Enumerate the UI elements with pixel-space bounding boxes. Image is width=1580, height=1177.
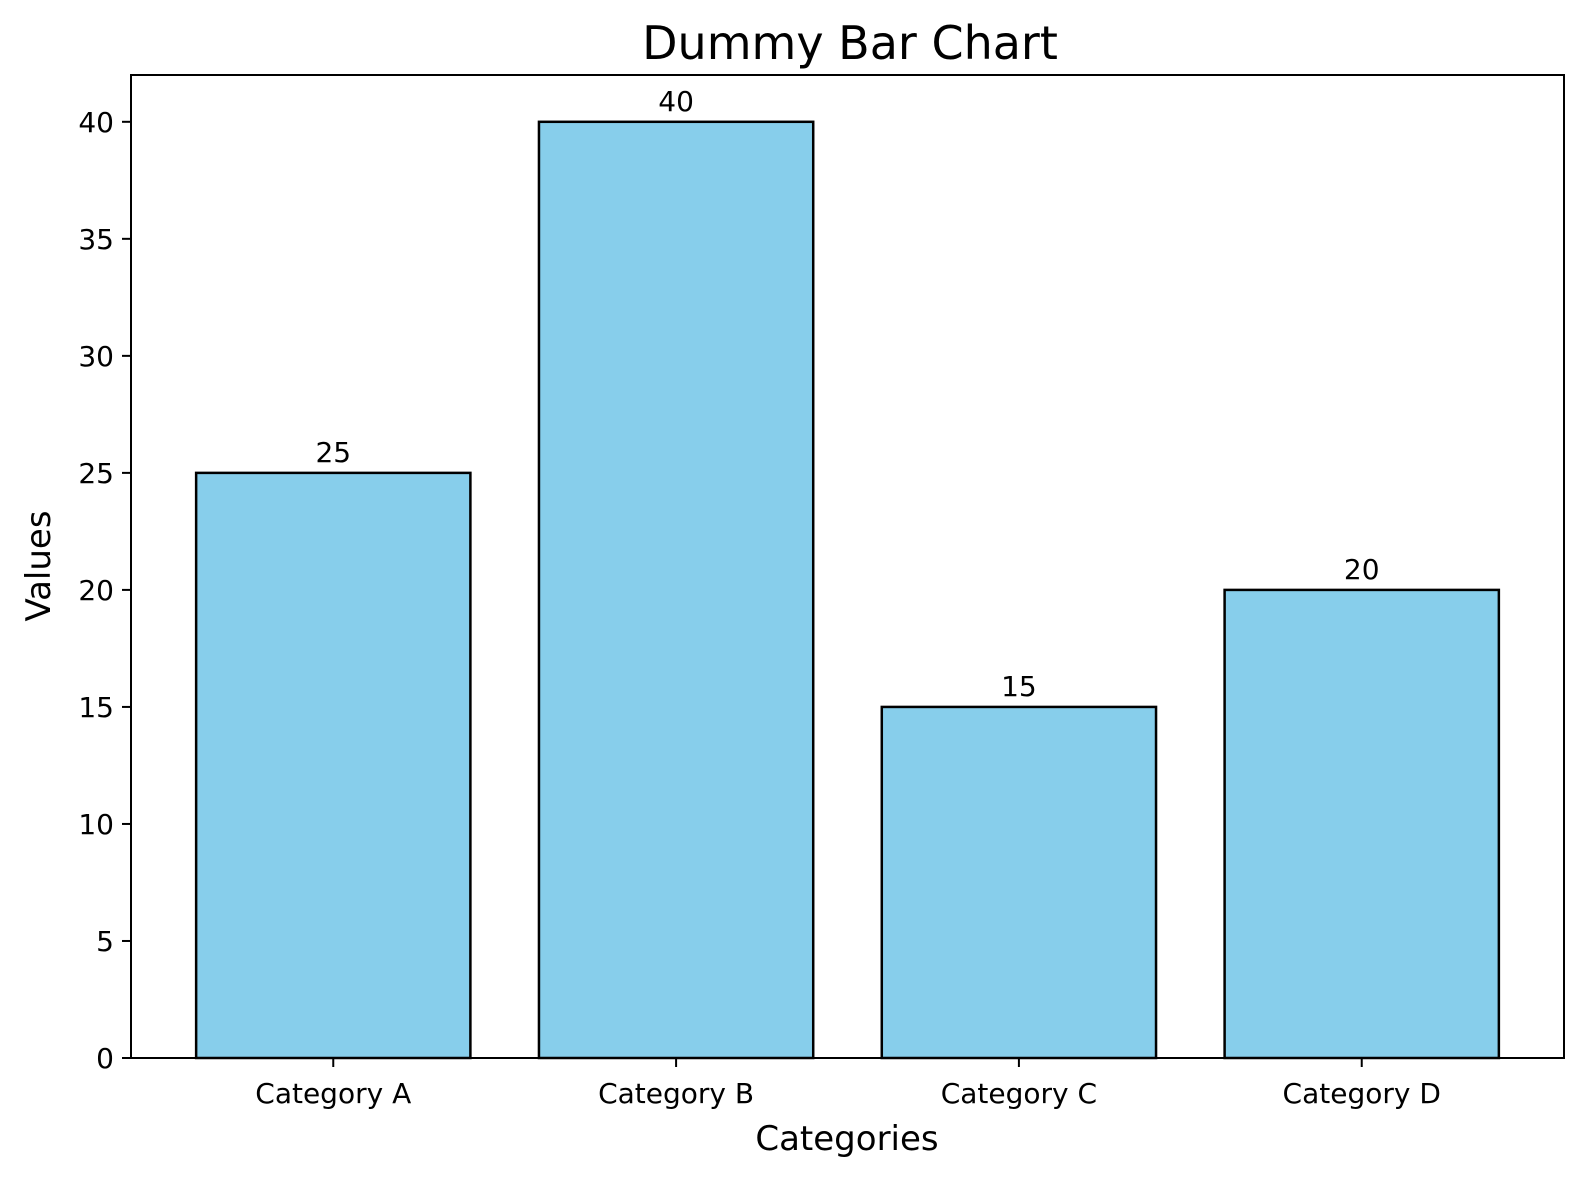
y-tick-label: 25: [78, 457, 114, 490]
x-tick-label: Category D: [1283, 1077, 1441, 1110]
bar-value-label: 25: [315, 436, 351, 469]
bar-category-d: [1223, 588, 1501, 1060]
y-tick-label: 20: [78, 574, 114, 607]
bar-value-label: 20: [1344, 553, 1380, 586]
x-axis-title: Categories: [755, 1119, 938, 1159]
bar-category-b: [537, 120, 815, 1060]
y-tick-label: 30: [78, 340, 114, 373]
x-axis: Category A Category B Category C Category D: [255, 1058, 1441, 1110]
x-tick-label: Category A: [255, 1077, 411, 1110]
x-tick-label: Category C: [941, 1077, 1097, 1110]
y-tick-label: 0: [96, 1042, 114, 1075]
chart-title: Dummy Bar Chart: [642, 16, 1058, 70]
y-axis: 0 5 10 15 20 25 30 35 40: [78, 106, 131, 1075]
x-tick-label: Category B: [598, 1077, 754, 1110]
plot-area: 25 40 15 20: [194, 85, 1501, 1060]
y-tick-label: 15: [78, 691, 114, 724]
bar-category-a: [194, 471, 472, 1060]
y-tick-label: 10: [78, 808, 114, 841]
bar-value-label: 15: [1001, 670, 1037, 703]
y-axis-title: Values: [19, 510, 59, 621]
axes-frame: [130, 74, 1565, 1059]
y-tick-label: 35: [78, 223, 114, 256]
y-tick-label: 40: [78, 106, 114, 139]
bar-value-label: 40: [658, 85, 694, 118]
y-tick-label: 5: [96, 925, 114, 958]
bar-category-c: [880, 705, 1158, 1060]
